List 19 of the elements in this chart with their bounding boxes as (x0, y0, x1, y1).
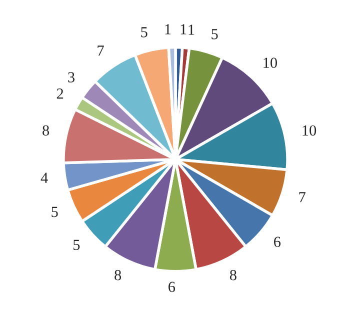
data-label: 2 (56, 88, 64, 99)
data-label: 5 (212, 29, 218, 40)
data-label: 5 (141, 27, 148, 38)
data-label: 4 (40, 172, 48, 183)
data-label: 1 (188, 24, 194, 35)
data-label: 3 (68, 72, 75, 82)
data-label: 7 (299, 192, 306, 202)
data-label: 7 (98, 46, 104, 56)
data-label: 8 (42, 125, 50, 136)
data-label: 8 (114, 270, 122, 280)
data-label: 8 (230, 270, 236, 280)
data-label: 5 (74, 240, 80, 250)
data-label: 1 (165, 24, 171, 34)
data-label: 1 (180, 24, 186, 34)
data-label: 6 (168, 282, 176, 292)
data-label: 5 (52, 206, 58, 218)
data-label: 10 (264, 58, 278, 68)
data-label: 6 (274, 236, 281, 248)
data-label: 10 (302, 125, 316, 136)
